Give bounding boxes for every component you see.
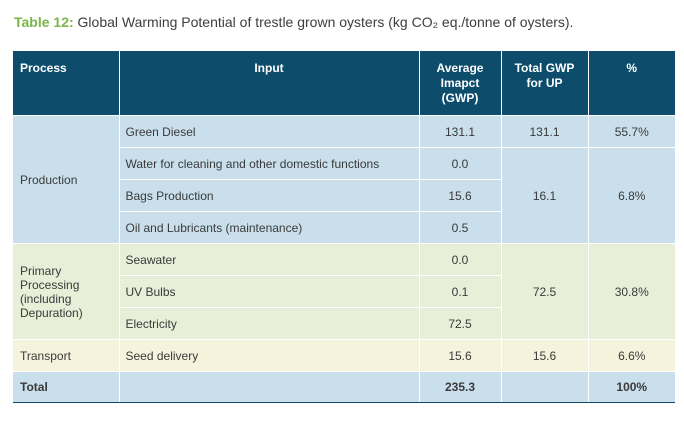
table-caption-label: Table 12: [14,14,74,30]
gwp-table: Process Input Average Imapct (GWP) Total… [13,51,675,403]
table-row: Bags Production 15.6 [13,179,675,212]
header-row: Process Input Average Imapct (GWP) Total… [13,51,675,116]
total-gwp-cell: 72.5 [500,243,589,340]
percent-cell: 6.6% [587,339,675,372]
table-row: Water for cleaning and other domestic fu… [13,147,675,244]
total-label: Total [13,371,120,403]
total-percent: 100% [587,371,675,403]
average-cell: 72.5 [418,307,501,340]
total-gwp-cell: 15.6 [500,339,589,372]
input-cell: Seed delivery [118,339,420,372]
average-cell: 0.0 [418,147,502,180]
header-process: Process [13,51,120,116]
table-row: Transport Seed delivery 15.6 15.6 6.6% [13,339,675,372]
table-caption: Table 12: Global Warming Potential of tr… [14,14,573,30]
percent-cell: 6.8% [587,147,675,244]
table-caption-text: Global Warming Potential of trestle grow… [77,14,574,30]
process-cell: Primary Processing (including Depuration… [13,243,120,340]
average-cell: 0.0 [418,243,502,276]
total-gwp-cell: 16.1 [500,147,589,244]
average-cell: 0.5 [418,211,501,244]
average-cell: 15.6 [418,339,502,372]
average-cell: 0.1 [418,275,501,308]
percent-cell: 55.7% [587,115,675,148]
process-cell: Production [13,115,120,244]
input-cell: Bags Production [118,179,420,212]
header-input: Input [118,51,420,116]
table-row: Oil and Lubricants (maintenance) 0.5 [13,211,675,244]
table-row: Primary Processing (including Depuration… [13,243,675,340]
input-cell: UV Bulbs [118,275,420,308]
input-cell: Green Diesel [118,115,420,148]
total-average: 235.3 [418,371,502,403]
input-cell: Water for cleaning and other domestic fu… [118,147,420,180]
total-gwp [500,371,589,403]
total-row: Total 235.3 100% [13,371,675,403]
average-cell: 15.6 [418,179,501,212]
table-row: Production Green Diesel 131.1 131.1 55.7… [13,115,675,244]
input-cell: Electricity [118,307,420,340]
total-input-cell [118,371,420,403]
average-cell: 131.1 [418,115,502,148]
input-cell: Oil and Lubricants (maintenance) [118,211,420,244]
header-percent: % [587,51,675,116]
header-total-gwp: Total GWP for UP [500,51,589,116]
table-row: Electricity 72.5 [13,307,675,340]
process-cell: Transport [13,339,120,372]
total-gwp-cell: 131.1 [500,115,589,148]
input-cell: Seawater [118,243,420,276]
percent-cell: 30.8% [587,243,675,340]
header-average-impact: Average Imapct (GWP) [418,51,502,116]
